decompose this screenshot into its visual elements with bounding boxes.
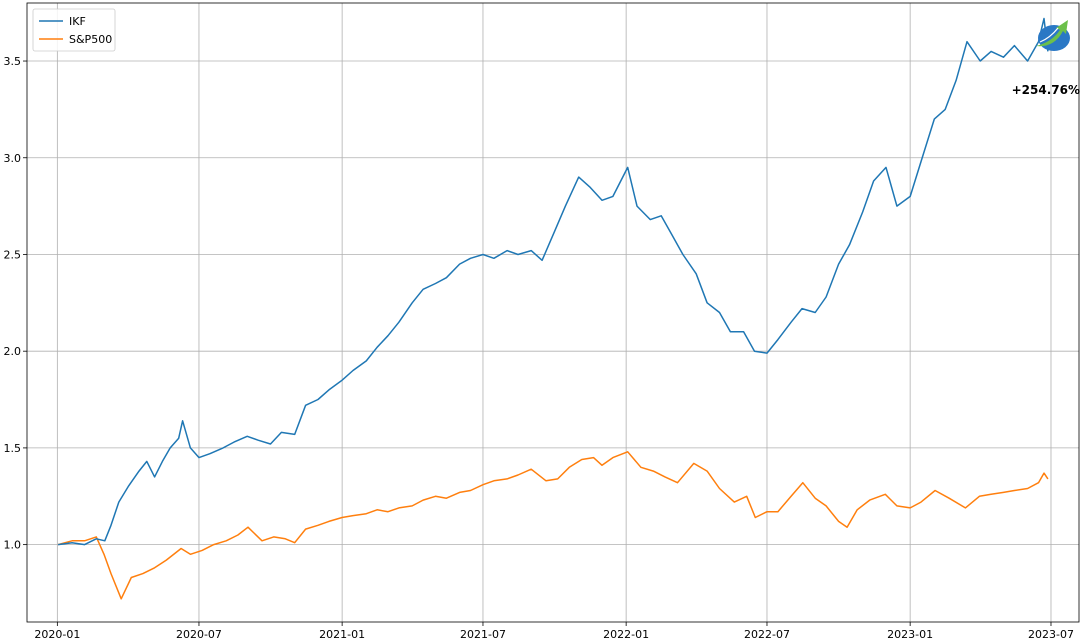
legend: IKF S&P500 (32, 8, 116, 52)
legend-label-ikf: IKF (69, 15, 86, 28)
logo-swoosh-highlight (1039, 27, 1059, 43)
legend-box (32, 8, 116, 52)
y-tick-label: 1.0 (4, 539, 22, 552)
x-tick-label: 2020-01 (34, 628, 80, 641)
y-tick-label: 2.5 (4, 248, 22, 261)
logo-swoosh-green (1036, 20, 1068, 47)
x-tick-label: 2021-01 (319, 628, 365, 641)
x-tick-label: 2023-07 (1028, 628, 1074, 641)
grid (27, 3, 1079, 622)
plot-frame (26, 2, 1080, 623)
y-tick-label: 3.5 (4, 55, 22, 68)
series-line-ikf (57, 17, 1049, 546)
x-tick-label: 2020-07 (176, 628, 222, 641)
y-tick-label: 3.0 (4, 152, 22, 165)
x-tick-label: 2022-07 (744, 628, 790, 641)
return-annotation: +254.76% (1012, 83, 1080, 97)
series-line-sp500 (57, 451, 1049, 600)
rising-arrow-globe-logo (1036, 20, 1070, 51)
x-tick-label: 2022-01 (603, 628, 649, 641)
y-tick-label: 2.0 (4, 345, 22, 358)
x-tick-label: 2023-01 (887, 628, 933, 641)
y-axis: 1.0 1.5 2.0 2.5 3.0 3.5 (4, 55, 27, 552)
legend-label-sp500: S&P500 (69, 33, 112, 46)
x-tick-label: 2021-07 (460, 628, 506, 641)
series-layer (57, 17, 1049, 600)
x-axis: 2020-01 2020-07 2021-01 2021-07 2022-01 2022-… (34, 622, 1074, 641)
y-tick-label: 1.5 (4, 442, 22, 455)
